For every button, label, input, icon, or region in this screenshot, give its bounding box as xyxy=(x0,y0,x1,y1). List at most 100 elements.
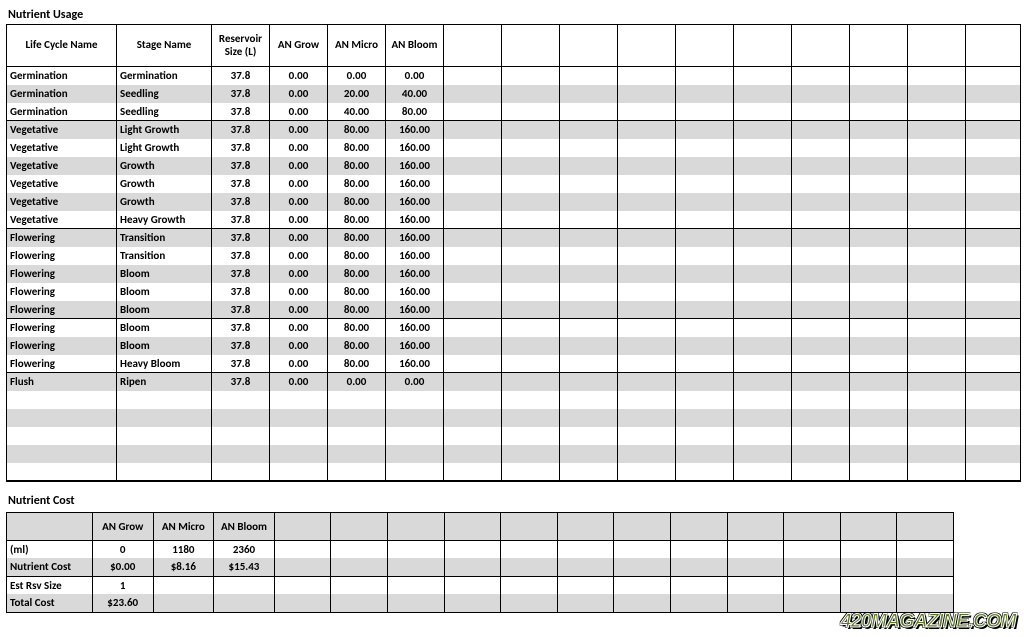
cell: 0.00 xyxy=(270,211,328,229)
cell xyxy=(734,211,792,229)
cell: 160.00 xyxy=(386,337,444,355)
cell xyxy=(387,594,444,612)
cost-col-0 xyxy=(7,512,93,540)
cell xyxy=(331,594,388,612)
cell xyxy=(444,193,502,211)
cell xyxy=(331,540,388,558)
table-row: VegetativeGrowth37.80.0080.00160.00 xyxy=(7,175,1021,193)
cell: 37.8 xyxy=(212,103,270,121)
cell xyxy=(966,67,1021,85)
cell xyxy=(792,247,850,265)
cell xyxy=(444,157,502,175)
cell xyxy=(502,391,560,409)
cell xyxy=(117,463,212,481)
cell: 160.00 xyxy=(386,247,444,265)
usage-col-5: AN Bloom xyxy=(386,25,444,67)
cell xyxy=(850,301,908,319)
cell xyxy=(734,247,792,265)
cell xyxy=(908,355,966,373)
cell xyxy=(618,121,676,139)
cell xyxy=(734,373,792,391)
cell xyxy=(214,594,275,612)
cell: 80.00 xyxy=(328,139,386,157)
cell: $23.60 xyxy=(92,594,153,612)
cell: Vegetative xyxy=(7,175,117,193)
cell xyxy=(618,319,676,337)
cell xyxy=(444,175,502,193)
cell xyxy=(560,301,618,319)
cell xyxy=(444,265,502,283)
cell: 80.00 xyxy=(328,319,386,337)
cell xyxy=(444,247,502,265)
cell xyxy=(850,409,908,427)
cell xyxy=(908,85,966,103)
cell: 40.00 xyxy=(328,103,386,121)
cell xyxy=(908,175,966,193)
cell xyxy=(840,576,897,594)
cell xyxy=(560,157,618,175)
table-row: FloweringBloom37.80.0080.00160.00 xyxy=(7,265,1021,283)
cell xyxy=(444,540,501,558)
cell: 37.8 xyxy=(212,85,270,103)
table-row: FloweringHeavy Bloom37.80.0080.00160.00 xyxy=(7,355,1021,373)
cell xyxy=(7,445,117,463)
cell xyxy=(614,576,671,594)
cell xyxy=(966,175,1021,193)
cell xyxy=(502,229,560,247)
cell: 80.00 xyxy=(328,355,386,373)
cell xyxy=(502,211,560,229)
cell: 1180 xyxy=(153,540,214,558)
cell xyxy=(270,391,328,409)
cell: 0.00 xyxy=(270,121,328,139)
cell: Flowering xyxy=(7,265,117,283)
cell: 20.00 xyxy=(328,85,386,103)
cell xyxy=(444,283,502,301)
cell xyxy=(560,247,618,265)
cell xyxy=(734,409,792,427)
cell xyxy=(908,67,966,85)
cell xyxy=(850,247,908,265)
cell xyxy=(560,463,618,481)
cell xyxy=(618,463,676,481)
cell xyxy=(618,175,676,193)
cell: 0.00 xyxy=(328,373,386,391)
cell xyxy=(502,283,560,301)
cell xyxy=(618,193,676,211)
usage-col-8 xyxy=(560,25,618,67)
cell xyxy=(792,175,850,193)
cell: Flowering xyxy=(7,319,117,337)
cell: $0.00 xyxy=(92,558,153,576)
cell xyxy=(850,355,908,373)
cell xyxy=(966,337,1021,355)
cell xyxy=(560,409,618,427)
cell xyxy=(850,211,908,229)
cost-col-15 xyxy=(897,512,954,540)
cell: Seedling xyxy=(117,103,212,121)
cell xyxy=(444,445,502,463)
cell xyxy=(676,319,734,337)
cell: 37.8 xyxy=(212,355,270,373)
cell: Flowering xyxy=(7,283,117,301)
cell xyxy=(560,193,618,211)
cell: 0.00 xyxy=(270,67,328,85)
usage-col-11 xyxy=(734,25,792,67)
cell: 37.8 xyxy=(212,193,270,211)
cell xyxy=(560,175,618,193)
cell xyxy=(386,445,444,463)
cell xyxy=(560,103,618,121)
cell: Vegetative xyxy=(7,157,117,175)
cell: 80.00 xyxy=(328,157,386,175)
cell xyxy=(270,445,328,463)
cell xyxy=(444,355,502,373)
cell: Nutrient Cost xyxy=(7,558,93,576)
cell xyxy=(212,409,270,427)
cell xyxy=(560,121,618,139)
cell xyxy=(908,319,966,337)
cell xyxy=(618,85,676,103)
cell xyxy=(792,265,850,283)
cell xyxy=(328,463,386,481)
cell: 0.00 xyxy=(270,265,328,283)
cell xyxy=(502,67,560,85)
cell xyxy=(908,157,966,175)
cell xyxy=(501,558,558,576)
